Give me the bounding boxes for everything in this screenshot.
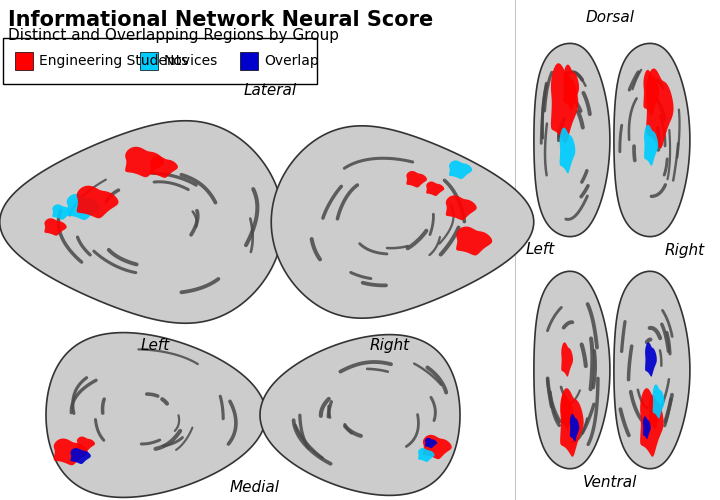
Polygon shape xyxy=(560,388,584,457)
Polygon shape xyxy=(46,332,266,498)
Text: Left: Left xyxy=(526,242,555,258)
Polygon shape xyxy=(562,342,573,376)
Polygon shape xyxy=(67,194,100,220)
Polygon shape xyxy=(564,64,579,110)
Polygon shape xyxy=(652,384,665,418)
Polygon shape xyxy=(614,272,690,468)
Polygon shape xyxy=(150,156,178,178)
Polygon shape xyxy=(45,218,67,236)
Polygon shape xyxy=(534,272,610,468)
Text: Engineering Students: Engineering Students xyxy=(39,54,189,68)
Text: Ventral: Ventral xyxy=(582,475,637,490)
Bar xyxy=(240,52,258,70)
Polygon shape xyxy=(77,436,95,451)
Polygon shape xyxy=(643,416,651,439)
Polygon shape xyxy=(77,186,119,218)
Polygon shape xyxy=(418,448,435,462)
Polygon shape xyxy=(425,438,437,448)
Bar xyxy=(15,52,33,70)
Polygon shape xyxy=(534,44,610,236)
Text: Novices: Novices xyxy=(164,54,218,68)
Polygon shape xyxy=(260,334,460,496)
Polygon shape xyxy=(559,128,575,174)
Text: Medial: Medial xyxy=(230,480,280,495)
Polygon shape xyxy=(423,435,452,459)
Polygon shape xyxy=(426,182,444,196)
Polygon shape xyxy=(614,44,690,236)
Polygon shape xyxy=(54,438,88,466)
Bar xyxy=(140,52,158,70)
Polygon shape xyxy=(644,70,659,116)
Polygon shape xyxy=(449,160,472,179)
Polygon shape xyxy=(0,121,283,323)
Polygon shape xyxy=(644,124,658,166)
Text: Dorsal: Dorsal xyxy=(585,10,634,25)
FancyBboxPatch shape xyxy=(3,38,317,84)
Text: Right: Right xyxy=(665,242,705,258)
Polygon shape xyxy=(53,204,72,220)
Text: Distinct and Overlapping Regions by Group: Distinct and Overlapping Regions by Grou… xyxy=(8,28,339,43)
Polygon shape xyxy=(456,226,492,256)
Polygon shape xyxy=(645,342,657,376)
Polygon shape xyxy=(271,126,534,318)
Polygon shape xyxy=(125,146,164,178)
Text: Left: Left xyxy=(140,338,170,353)
Text: Overlap: Overlap xyxy=(264,54,319,68)
Polygon shape xyxy=(551,63,578,144)
Polygon shape xyxy=(562,395,573,429)
Polygon shape xyxy=(570,414,580,442)
Polygon shape xyxy=(640,388,664,457)
Text: Lateral: Lateral xyxy=(243,83,297,98)
Polygon shape xyxy=(446,196,477,220)
Text: Right: Right xyxy=(370,338,410,353)
Polygon shape xyxy=(71,448,91,464)
Polygon shape xyxy=(406,171,427,188)
Text: Informational Network Neural Score: Informational Network Neural Score xyxy=(8,10,433,30)
Polygon shape xyxy=(646,68,674,148)
Polygon shape xyxy=(649,395,661,429)
